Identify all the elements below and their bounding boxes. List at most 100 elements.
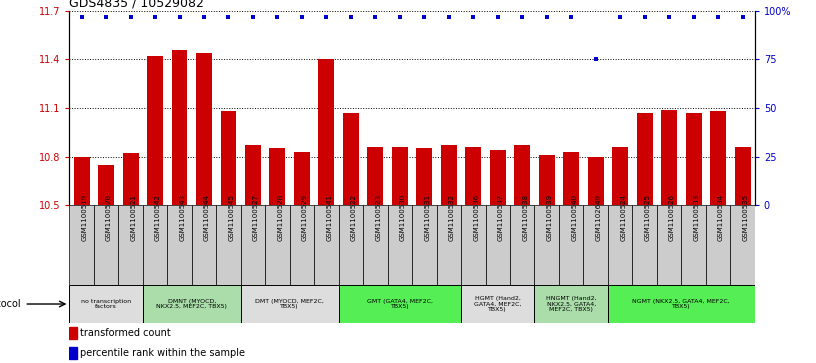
- Bar: [461, 205, 486, 285]
- Text: GSM1100539: GSM1100539: [547, 193, 552, 241]
- Text: GSM1100526: GSM1100526: [669, 193, 675, 241]
- Text: HGMT (Hand2,
GATA4, MEF2C,
TBX5): HGMT (Hand2, GATA4, MEF2C, TBX5): [474, 296, 521, 312]
- Point: [295, 14, 308, 20]
- Point: [222, 14, 235, 20]
- Bar: [706, 205, 730, 285]
- Bar: [73, 156, 90, 205]
- Text: GDS4835 / 10529082: GDS4835 / 10529082: [69, 0, 204, 10]
- Bar: [681, 205, 706, 285]
- Text: GSM1100521: GSM1100521: [131, 193, 136, 241]
- Bar: [559, 205, 583, 285]
- Point: [418, 14, 431, 20]
- Bar: [441, 145, 457, 205]
- Bar: [392, 147, 408, 205]
- Point: [467, 14, 480, 20]
- Text: GSM1100530: GSM1100530: [400, 193, 406, 241]
- Point: [516, 14, 529, 20]
- Bar: [196, 53, 212, 205]
- Bar: [69, 347, 77, 359]
- Point: [638, 14, 651, 20]
- Bar: [343, 113, 359, 205]
- Bar: [608, 205, 632, 285]
- Text: no transcription
factors: no transcription factors: [81, 299, 131, 309]
- Point: [491, 14, 504, 20]
- Bar: [94, 205, 118, 285]
- Bar: [216, 205, 241, 285]
- Text: GSM1102649: GSM1102649: [596, 193, 601, 241]
- Bar: [563, 152, 579, 205]
- Text: GMT (GATA4, MEF2C,
TBX5): GMT (GATA4, MEF2C, TBX5): [367, 299, 432, 309]
- Bar: [367, 147, 384, 205]
- Bar: [118, 205, 143, 285]
- Point: [565, 14, 578, 20]
- Point: [271, 14, 284, 20]
- Bar: [685, 113, 702, 205]
- Bar: [612, 147, 628, 205]
- Text: DMNT (MYOCD,
NKX2.5, MEF2C, TBX5): DMNT (MYOCD, NKX2.5, MEF2C, TBX5): [157, 299, 227, 309]
- Bar: [490, 150, 506, 205]
- Text: GSM1100527: GSM1100527: [253, 193, 259, 241]
- Bar: [171, 50, 188, 205]
- Text: GSM1100533: GSM1100533: [694, 193, 699, 241]
- Text: GSM1100534: GSM1100534: [718, 193, 724, 241]
- Text: GSM1100543: GSM1100543: [180, 193, 185, 241]
- Text: GSM1100522: GSM1100522: [351, 193, 357, 241]
- Point: [540, 14, 553, 20]
- Text: GSM1100529: GSM1100529: [302, 193, 308, 241]
- Bar: [657, 205, 681, 285]
- Bar: [122, 153, 139, 205]
- Bar: [534, 205, 559, 285]
- Bar: [539, 155, 555, 205]
- Text: NGMT (NKX2.5, GATA4, MEF2C,
TBX5): NGMT (NKX2.5, GATA4, MEF2C, TBX5): [632, 299, 730, 309]
- Text: GSM1100531: GSM1100531: [424, 193, 430, 241]
- Bar: [339, 285, 461, 323]
- Bar: [241, 205, 265, 285]
- Bar: [318, 60, 335, 205]
- Point: [393, 14, 406, 20]
- Bar: [734, 147, 751, 205]
- Point: [344, 14, 357, 20]
- Point: [100, 14, 113, 20]
- Bar: [143, 285, 241, 323]
- Text: GSM1100520: GSM1100520: [106, 193, 112, 241]
- Bar: [388, 205, 412, 285]
- Text: GSM1100519: GSM1100519: [82, 193, 87, 241]
- Bar: [486, 205, 510, 285]
- Bar: [465, 147, 481, 205]
- Bar: [143, 205, 167, 285]
- Text: GSM1100523: GSM1100523: [375, 193, 381, 241]
- Point: [687, 14, 700, 20]
- Point: [614, 14, 627, 20]
- Bar: [167, 205, 192, 285]
- Bar: [437, 205, 461, 285]
- Text: transformed count: transformed count: [80, 328, 171, 338]
- Text: GSM1100532: GSM1100532: [449, 193, 455, 241]
- Bar: [632, 205, 657, 285]
- Bar: [220, 111, 237, 205]
- Bar: [636, 113, 653, 205]
- Text: GSM1100528: GSM1100528: [277, 193, 283, 241]
- Point: [442, 14, 455, 20]
- Point: [712, 14, 725, 20]
- Point: [173, 14, 186, 20]
- Bar: [710, 111, 726, 205]
- Bar: [192, 205, 216, 285]
- Bar: [412, 205, 437, 285]
- Bar: [314, 205, 339, 285]
- Point: [75, 14, 88, 20]
- Bar: [69, 285, 143, 323]
- Bar: [363, 205, 388, 285]
- Bar: [245, 145, 261, 205]
- Text: GSM1100545: GSM1100545: [228, 193, 234, 241]
- Text: GSM1100541: GSM1100541: [326, 193, 332, 241]
- Bar: [265, 205, 290, 285]
- Bar: [730, 205, 755, 285]
- Text: GSM1100536: GSM1100536: [473, 193, 479, 241]
- Bar: [339, 205, 363, 285]
- Bar: [608, 285, 755, 323]
- Bar: [416, 148, 432, 205]
- Bar: [514, 145, 530, 205]
- Text: GSM1100538: GSM1100538: [522, 193, 528, 241]
- Bar: [269, 148, 286, 205]
- Text: GSM1100537: GSM1100537: [498, 193, 503, 241]
